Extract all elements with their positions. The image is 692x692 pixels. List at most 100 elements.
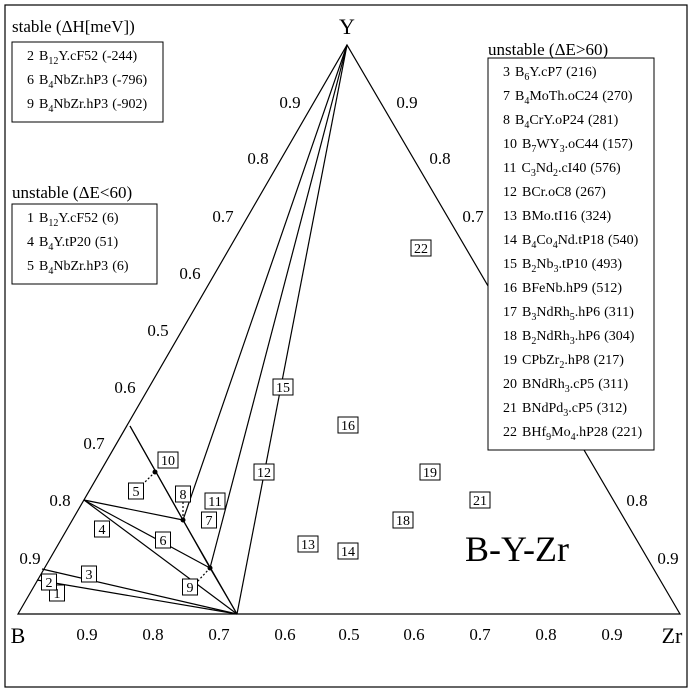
entry-id: 10 [503, 137, 517, 152]
marker-box [94, 520, 110, 538]
entry-formula: B [39, 73, 48, 88]
tick-label: 0.9 [396, 93, 417, 112]
entry-energy: (267) [575, 185, 606, 200]
entry-formula: Mo [551, 425, 570, 440]
entry-formula: 3 [563, 408, 568, 419]
entry-formula: 2 [531, 264, 536, 275]
entry-energy: (6) [112, 259, 129, 274]
tick-label: 0.9 [601, 625, 622, 644]
entry-formula: BHf [522, 425, 546, 440]
marker-box [253, 463, 275, 481]
legend-entry: 20 BNdRh3.cP5 (311) [503, 377, 628, 395]
marker-label: 2 [46, 576, 53, 591]
legend-entry: 14 B4Co4Nd.tP18 (540) [503, 233, 639, 251]
tick-label: 0.6 [274, 625, 295, 644]
entry-formula: .hP6 [575, 329, 600, 344]
marker-box [81, 565, 97, 583]
entry-formula: B [515, 65, 524, 80]
entry-id: 18 [503, 329, 517, 344]
tick-label: 0.9 [657, 549, 678, 568]
entry-id: 1 [27, 211, 34, 226]
marker-box [204, 492, 226, 510]
tick-label: 0.8 [49, 491, 70, 510]
entry-formula: C [521, 161, 530, 176]
marker-box [469, 491, 491, 509]
legend-entry: 5 B4NbZr.hP3 (6) [27, 259, 129, 277]
entry-formula: 4 [524, 96, 529, 107]
legend-title: unstable (ΔE>60) [488, 40, 608, 59]
entry-energy: (6) [102, 211, 119, 226]
entry-formula: .oC44 [565, 137, 599, 152]
entry-formula: BMo.tI16 [522, 209, 577, 224]
entry-formula: .cP5 [568, 401, 593, 416]
marker-label: 6 [160, 534, 167, 549]
entry-energy: (-796) [112, 73, 147, 88]
marker-box [155, 531, 171, 549]
entry-formula: B [39, 49, 48, 64]
entry-formula: Co [536, 233, 552, 248]
legend-box [487, 57, 655, 451]
legend-entry: 15 B2Nb3.tP10 (493) [503, 257, 622, 275]
legend-entry: 8 B4CrY.oP24 (281) [503, 113, 619, 131]
entry-id: 21 [503, 401, 517, 416]
legend-entry: 9 B4NbZr.hP3 (-902) [27, 97, 148, 115]
legend-entry: 12 BCr.oC8 (267) [503, 185, 606, 200]
entry-formula: 7 [531, 144, 536, 155]
marker-box [392, 511, 414, 529]
marker-label: 4 [99, 523, 106, 538]
marker-box [128, 482, 144, 500]
vertex-label: B [11, 623, 26, 648]
legend-entry: 17 B3NdRh5.hP6 (311) [503, 305, 634, 323]
entry-formula: 4 [571, 432, 576, 443]
entry-id: 15 [503, 257, 517, 272]
legend-entry: 6 B4NbZr.hP3 (-796) [27, 73, 148, 91]
entry-formula: B [522, 137, 531, 152]
frame [4, 4, 688, 688]
legend-box [11, 203, 158, 285]
entry-energy: (324) [581, 209, 612, 224]
entry-formula: Y.cF52 [58, 49, 98, 64]
tick-label: 0.7 [212, 207, 234, 226]
entry-energy: (51) [95, 235, 119, 250]
entry-formula: CrY.oP24 [529, 113, 584, 128]
entry-energy: (493) [592, 257, 623, 272]
entry-formula: NbZr.hP3 [53, 97, 108, 112]
marker-label: 12 [257, 466, 271, 481]
tick-label: 0.7 [462, 207, 484, 226]
entry-formula: 3 [531, 168, 536, 179]
entry-formula: B [515, 89, 524, 104]
entry-formula: Nd.tP18 [558, 233, 604, 248]
tick-label: 0.7 [208, 625, 230, 644]
entry-energy: (-244) [102, 49, 137, 64]
entry-formula: Y.cP7 [529, 65, 562, 80]
entry-formula: 12 [48, 56, 58, 67]
entry-formula: 4 [48, 104, 53, 115]
entry-energy: (512) [592, 281, 623, 296]
entry-energy: (576) [590, 161, 621, 176]
entry-energy: (281) [588, 113, 619, 128]
entry-formula: BNdPd [522, 401, 563, 416]
entry-energy: (221) [612, 425, 643, 440]
legend-entry: 7 B4MoTh.oC24 (270) [503, 89, 633, 107]
legend-entry: 3 B6Y.cP7 (216) [503, 65, 597, 83]
legend-entry: 16 BFeNb.hP9 (512) [503, 281, 622, 296]
marker-label: 1 [54, 587, 61, 602]
entry-formula: .cP5 [570, 377, 595, 392]
tick-label: 0.9 [76, 625, 97, 644]
marker-box [157, 451, 179, 469]
entry-formula: .cI40 [558, 161, 586, 176]
entry-id: 22 [503, 425, 517, 440]
tick-label: 0.6 [179, 264, 200, 283]
marker-box [272, 378, 294, 396]
entry-id: 20 [503, 377, 517, 392]
marker-label: 16 [341, 419, 355, 434]
entry-id: 17 [503, 305, 517, 320]
entry-id: 16 [503, 281, 517, 296]
legend-box [11, 41, 164, 123]
tick-label: 0.6 [114, 378, 135, 397]
entry-energy: (157) [603, 137, 634, 152]
marker-label: 7 [206, 514, 213, 529]
marker-label: 15 [276, 381, 290, 396]
entry-formula: CPbZr [522, 353, 560, 368]
